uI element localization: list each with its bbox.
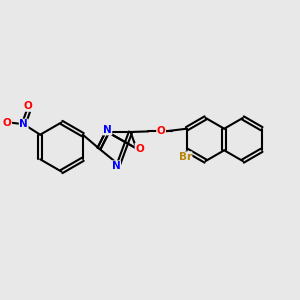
Text: Br: Br — [179, 152, 192, 162]
Text: O: O — [24, 101, 33, 111]
Text: N: N — [112, 161, 121, 171]
Text: N: N — [103, 125, 112, 135]
Text: O: O — [3, 118, 12, 128]
Text: O: O — [135, 143, 144, 154]
Text: O: O — [157, 126, 166, 136]
Text: N: N — [19, 119, 28, 129]
